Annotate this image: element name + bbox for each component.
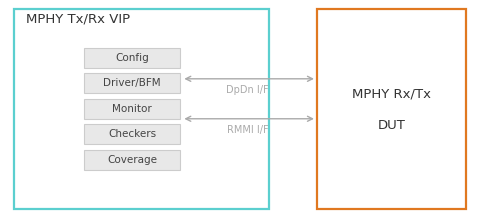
- Text: Coverage: Coverage: [107, 155, 157, 165]
- FancyBboxPatch shape: [84, 48, 180, 68]
- Text: Config: Config: [115, 53, 149, 63]
- FancyBboxPatch shape: [317, 9, 466, 209]
- Text: MPHY Rx/Tx: MPHY Rx/Tx: [352, 88, 431, 101]
- FancyBboxPatch shape: [14, 9, 269, 209]
- Text: Checkers: Checkers: [108, 129, 156, 139]
- FancyBboxPatch shape: [84, 124, 180, 144]
- Text: DpDn I/F: DpDn I/F: [227, 85, 269, 95]
- Text: DUT: DUT: [377, 119, 405, 132]
- FancyBboxPatch shape: [84, 73, 180, 93]
- FancyBboxPatch shape: [84, 150, 180, 170]
- Text: Driver/BFM: Driver/BFM: [103, 78, 161, 88]
- Text: MPHY Tx/Rx VIP: MPHY Tx/Rx VIP: [26, 12, 131, 26]
- Text: Monitor: Monitor: [112, 104, 152, 114]
- Text: RMMI I/F: RMMI I/F: [227, 125, 268, 135]
- FancyBboxPatch shape: [84, 99, 180, 119]
